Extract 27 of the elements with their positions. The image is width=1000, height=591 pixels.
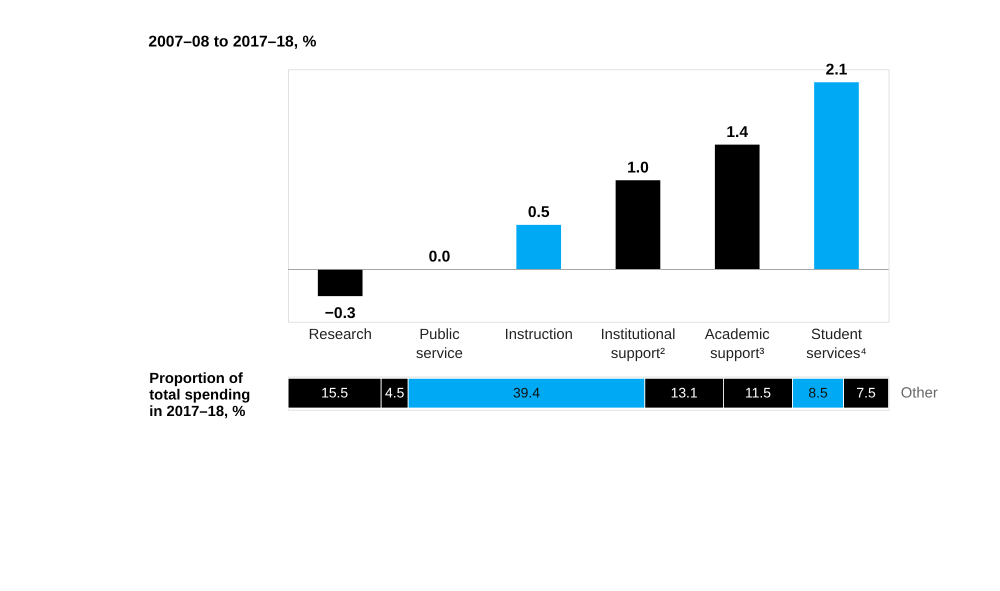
data-label: 0.0	[428, 248, 451, 266]
data-label: 7.5	[856, 384, 876, 401]
data-label: 39.4	[512, 384, 540, 401]
y-axis-title: Proportion of total spending in 2017–18, %	[149, 371, 250, 420]
data-label: 2.1	[826, 61, 848, 78]
data-label: 0.5	[528, 204, 550, 222]
x-tick-label: Research	[308, 326, 372, 343]
x-tick-label: Institutional support²	[600, 326, 676, 362]
x-tick-label: Academic support³	[704, 326, 770, 362]
x-tick-label: Instruction	[504, 326, 573, 343]
bar	[714, 144, 760, 270]
data-label: 8.5	[808, 384, 828, 401]
series-label: Other	[900, 386, 938, 402]
data-label: 1.4	[726, 124, 748, 141]
data-label: 1.0	[627, 159, 650, 176]
bar	[516, 224, 562, 270]
x-tick-label: Student services⁴	[806, 326, 867, 362]
data-label: −0.3	[324, 304, 356, 322]
chart-title: 2007–08 to 2017–18, %	[148, 34, 316, 51]
data-label: 11.5	[744, 384, 772, 401]
bar	[318, 269, 363, 296]
data-label: 4.5	[384, 384, 405, 401]
bar	[616, 180, 660, 270]
data-label: 15.5	[321, 384, 348, 401]
bar	[814, 82, 859, 270]
data-label: 13.1	[670, 384, 698, 401]
x-tick-label: Public service	[416, 326, 463, 362]
